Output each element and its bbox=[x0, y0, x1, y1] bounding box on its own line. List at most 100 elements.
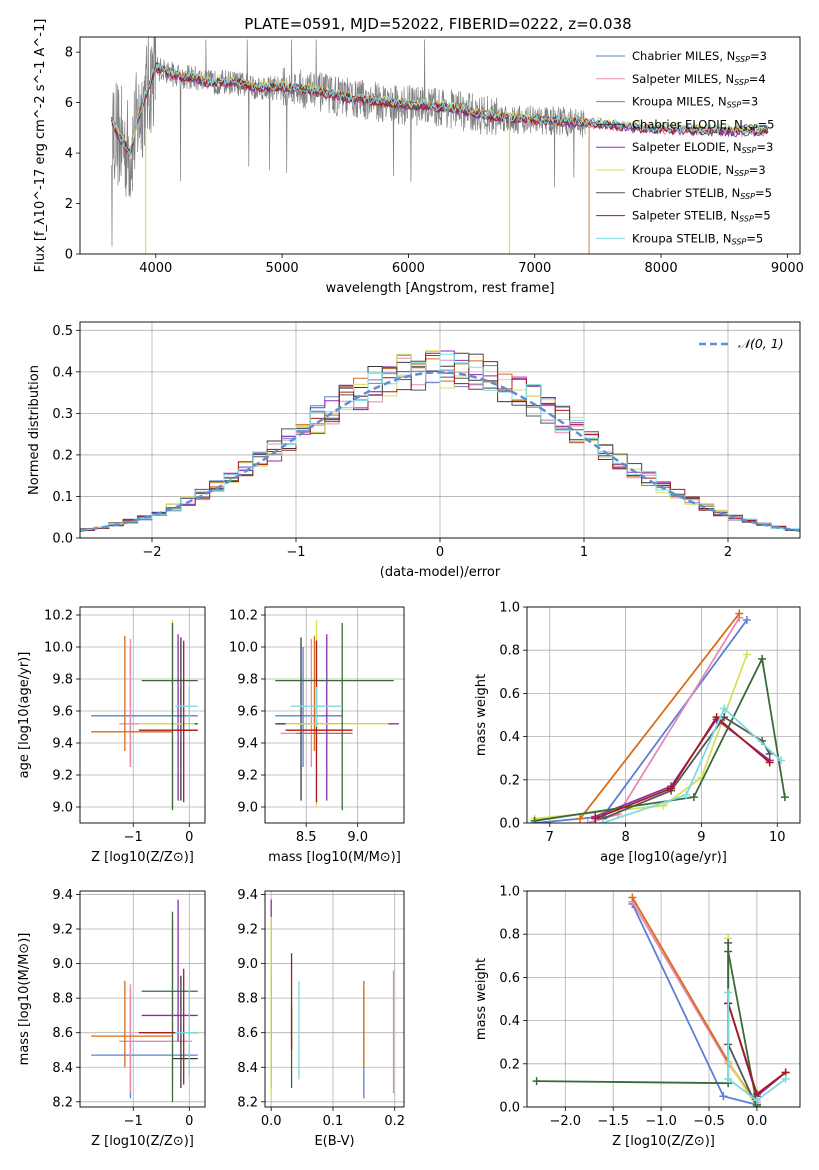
y-tick-label: 0.4 bbox=[499, 1014, 520, 1029]
x-tick-label: −1 bbox=[124, 830, 143, 845]
y-tick-label: 0.2 bbox=[499, 773, 520, 788]
series-marker bbox=[532, 1077, 541, 1086]
legend-entry: Kroupa STELIB, NSSP=5 bbox=[632, 231, 763, 246]
legend-entry-name: Kroupa ELODIE bbox=[632, 163, 718, 177]
series-marker bbox=[724, 988, 733, 997]
y-tick-label: 9.8 bbox=[237, 673, 258, 688]
x-tick-label: 1 bbox=[580, 545, 588, 560]
y-tick-label: 8.8 bbox=[237, 992, 258, 1007]
plot-area bbox=[91, 619, 198, 811]
series-marker bbox=[720, 713, 729, 722]
x-tick-label: 9000 bbox=[771, 261, 804, 276]
y-tick-label: 8 bbox=[65, 46, 73, 61]
y-tick-label: 9.0 bbox=[237, 801, 258, 816]
y-tick-label: 0.0 bbox=[499, 1101, 520, 1116]
mass-weight-series bbox=[576, 609, 744, 823]
model-spectrum bbox=[111, 64, 769, 151]
error-bar-point bbox=[275, 637, 343, 801]
legend-entry-count: =3 bbox=[750, 49, 767, 63]
y-tick-label: 6 bbox=[65, 96, 73, 111]
series-line bbox=[594, 718, 771, 818]
x-tick-label: 9 bbox=[697, 830, 705, 845]
series-marker bbox=[628, 893, 637, 902]
y-tick-label: 1.0 bbox=[499, 885, 520, 900]
y-tick-label: 9.0 bbox=[52, 801, 73, 816]
y-axis-label: mass weight bbox=[474, 674, 489, 756]
gridlines bbox=[527, 890, 800, 1108]
series-marker bbox=[781, 1074, 790, 1083]
error-bar-point bbox=[175, 634, 198, 801]
y-tick-label: 0.4 bbox=[52, 365, 73, 380]
x-tick-label: 0 bbox=[436, 545, 444, 560]
legend-entry-name: Kroupa MILES bbox=[632, 95, 711, 109]
x-tick-label: 4000 bbox=[139, 261, 172, 276]
error-bar-point bbox=[141, 911, 198, 1102]
mass-weight-series bbox=[628, 897, 761, 1107]
error-bar-point bbox=[119, 984, 193, 1094]
error-bar-point bbox=[91, 980, 173, 1068]
axes-frame bbox=[79, 36, 801, 255]
legend-entry: Chabrier MILES, NSSP=3 bbox=[632, 49, 767, 64]
x-axis-label: Z [log10(Z/Z⊙)] bbox=[612, 1134, 715, 1149]
legend-entry-count: =3 bbox=[749, 163, 766, 177]
series-line bbox=[579, 612, 741, 820]
x-tick-label: 0.0 bbox=[261, 1114, 282, 1129]
plot-area bbox=[530, 609, 789, 823]
y-tick-label: 0.2 bbox=[499, 1057, 520, 1072]
chart-mass-vs-Z: −1 0 8.2 8.4 8.6 8.8 9.0 9.2 9.4 Z [log10(Z/Z⊙)] m… bbox=[17, 888, 206, 1149]
x-tick-label: 6000 bbox=[392, 261, 425, 276]
axes-frame bbox=[264, 606, 405, 824]
axes-frame bbox=[79, 606, 206, 824]
y-tick-label: 1.0 bbox=[499, 601, 520, 616]
y-tick-label: 0.6 bbox=[499, 971, 520, 986]
y-tick-label: 9.4 bbox=[237, 737, 258, 752]
y-tick-label: 9.6 bbox=[52, 705, 73, 720]
series-marker bbox=[712, 713, 721, 722]
y-tick-label: 9.0 bbox=[237, 957, 258, 972]
y-tick-label: 8.2 bbox=[52, 1095, 73, 1110]
series-marker bbox=[667, 784, 676, 793]
x-tick-label: 7000 bbox=[518, 261, 551, 276]
legend-entry: Chabrier STELIB, NSSP=5 bbox=[632, 186, 772, 201]
y-tick-label: 9.4 bbox=[52, 888, 73, 903]
y-tick-label: 0.2 bbox=[52, 448, 73, 463]
error-bar-point bbox=[311, 634, 399, 801]
legend-entry-count: =5 bbox=[746, 231, 763, 245]
x-tick-label: 0.1 bbox=[323, 1114, 344, 1129]
y-tick-label: 10.0 bbox=[229, 641, 258, 656]
y-tick-label: 10.2 bbox=[229, 609, 258, 624]
series-marker bbox=[724, 1074, 733, 1083]
x-tick-label: 0 bbox=[185, 830, 193, 845]
plot-area bbox=[275, 619, 399, 811]
error-bar-point bbox=[172, 637, 198, 801]
y-tick-label: 0.1 bbox=[52, 490, 73, 505]
y-tick-label: 10.2 bbox=[44, 609, 73, 624]
axes-frame bbox=[79, 890, 206, 1108]
x-tick-label: 0 bbox=[185, 1114, 193, 1129]
x-axis-label: (data-model)/error bbox=[380, 565, 501, 580]
legend: 𝒩(0, 1) bbox=[699, 336, 784, 351]
x-tick-label: −1.5 bbox=[597, 1114, 629, 1129]
chart-age-vs-mass: 8.5 9.0 9.0 9.2 9.4 9.6 9.8 10.0 10.2 mass [log10… bbox=[229, 606, 405, 865]
series-marker bbox=[682, 790, 691, 799]
error-bar-point bbox=[138, 916, 201, 1085]
y-tick-label: 9.4 bbox=[52, 737, 73, 752]
y-axis-label: Normed distribution bbox=[27, 365, 42, 495]
x-tick-label: −0.5 bbox=[693, 1114, 725, 1129]
mass-weight-series bbox=[591, 713, 774, 823]
series-marker bbox=[780, 793, 789, 802]
y-tick-label: 9.2 bbox=[237, 769, 258, 784]
chart-mass-weight-vs-age: 7 8 9 10 0.0 0.2 0.4 0.6 0.8 1.0 age [log10(age/yr… bbox=[474, 601, 801, 865]
y-tick-label: 2 bbox=[65, 197, 73, 212]
gridlines bbox=[80, 607, 205, 823]
series-line bbox=[727, 992, 787, 1102]
y-tick-label: 0.0 bbox=[52, 532, 73, 547]
plot-area bbox=[80, 350, 800, 533]
gridlines bbox=[265, 891, 404, 1107]
y-tick-label: 0.3 bbox=[52, 407, 73, 422]
legend-entry-count: =5 bbox=[754, 209, 771, 223]
legend-entry-count: =4 bbox=[749, 72, 766, 86]
series-marker bbox=[720, 704, 729, 713]
x-axis-label: Z [log10(Z/Z⊙)] bbox=[91, 850, 194, 865]
series-marker bbox=[742, 615, 751, 624]
